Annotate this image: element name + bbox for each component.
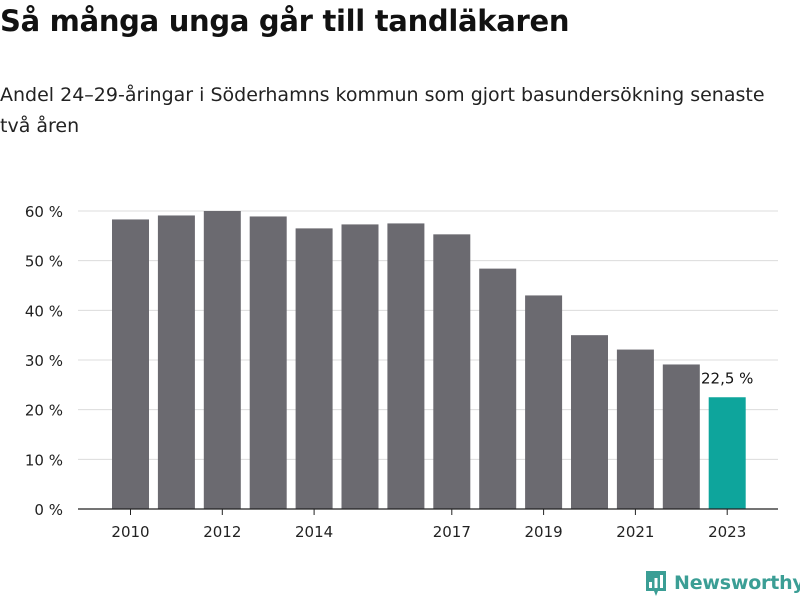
y-tick-label: 0 %	[34, 501, 63, 519]
data-label-2023: 22,5 %	[701, 369, 753, 387]
y-tick-label: 10 %	[25, 451, 63, 469]
y-tick-label: 40 %	[25, 302, 63, 320]
x-tick-label: 2021	[616, 523, 654, 541]
brand-name: Newsworthy	[674, 572, 800, 594]
bar-2013	[249, 216, 287, 510]
x-tick-label: 2012	[203, 523, 241, 541]
x-tick-label: 2019	[525, 523, 563, 541]
x-tick-label: 2023	[708, 523, 746, 541]
y-tick-label: 30 %	[25, 352, 63, 370]
y-tick-label: 20 %	[25, 402, 63, 420]
bar-2021	[616, 349, 654, 509]
newsworthy-logo-icon	[646, 571, 666, 596]
newsworthy-brand: Newsworthy	[644, 568, 800, 598]
x-tick-label: 2010	[111, 523, 149, 541]
bar-2011	[157, 215, 195, 509]
bar-2020	[571, 335, 608, 509]
y-tick-label: 50 %	[25, 253, 63, 271]
bar-2015	[341, 224, 379, 509]
chart-subtitle: Andel 24–29-åringar i Söderhamns kommun …	[0, 84, 765, 137]
bar-2019	[525, 295, 563, 509]
bar-2023	[708, 397, 746, 509]
bar-2017	[433, 234, 471, 510]
bar-2016	[387, 223, 425, 509]
y-tick-label: 60 %	[25, 203, 63, 221]
bar-2014	[295, 228, 333, 509]
bar-2010	[112, 219, 149, 509]
x-tick-label: 2014	[295, 523, 333, 541]
chart-title: Så många unga går till tandläkaren	[0, 4, 570, 38]
bar-2022	[662, 364, 700, 509]
bar-2012	[203, 211, 241, 509]
bar-2018	[479, 268, 517, 509]
x-tick-label: 2017	[433, 523, 471, 541]
